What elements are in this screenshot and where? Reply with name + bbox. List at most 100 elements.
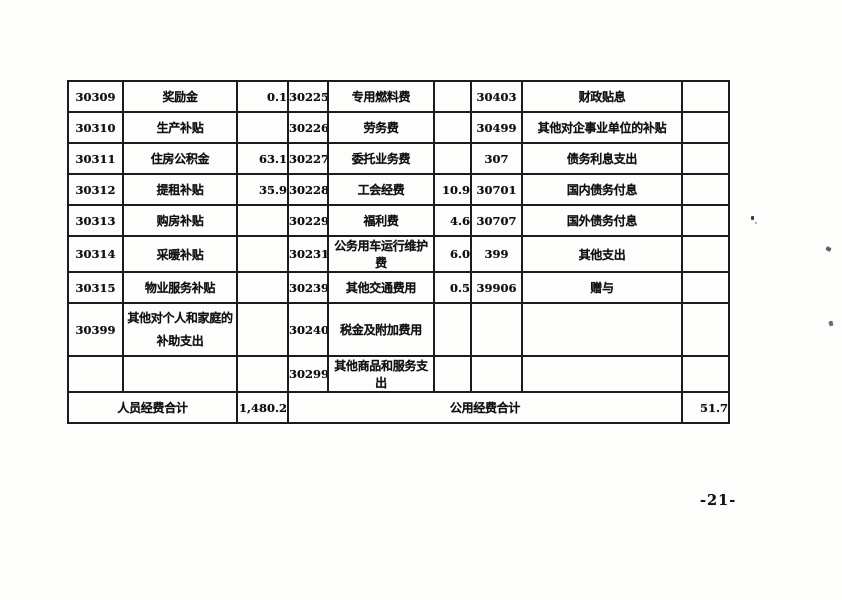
code-cell: 30315 — [67, 271, 124, 304]
value-cell: 0.1 — [236, 80, 289, 113]
code-cell: 30240 — [287, 302, 329, 357]
item-name-cell: 其他商品和服务支出 — [327, 355, 435, 393]
value-cell — [681, 355, 730, 393]
code-cell: 30701 — [470, 173, 523, 206]
value-cell: 63.1 — [236, 142, 289, 175]
item-name-cell: 其他支出 — [521, 235, 683, 273]
item-name-cell: 采暖补贴 — [122, 235, 238, 273]
code-cell — [67, 355, 124, 393]
scan-speck — [755, 222, 757, 224]
code-cell — [470, 302, 523, 357]
value-cell — [433, 302, 472, 357]
value-cell — [236, 355, 289, 393]
value-cell — [681, 111, 730, 144]
public-funds-total-label: 公用经费合计 — [287, 391, 683, 424]
code-cell: 30314 — [67, 235, 124, 273]
value-cell: 10.9 — [433, 173, 472, 206]
value-cell — [681, 204, 730, 237]
personnel-total-label: 人员经费合计 — [67, 391, 238, 424]
item-name-cell: 国内债务付息 — [521, 173, 683, 206]
item-name-cell: 福利费 — [327, 204, 435, 237]
item-name-cell: 专用燃料费 — [327, 80, 435, 113]
table-row: 30299 其他商品和服务支出 — [67, 355, 730, 393]
code-cell: 30225 — [287, 80, 329, 113]
item-name-cell: 公务用车运行维护费 — [327, 235, 435, 273]
value-cell — [681, 302, 730, 357]
item-name-cell: 税金及附加费用 — [327, 302, 435, 357]
item-name-cell: 生产补贴 — [122, 111, 238, 144]
code-cell: 30227 — [287, 142, 329, 175]
code-cell: 30226 — [287, 111, 329, 144]
code-cell: 30399 — [67, 302, 124, 357]
scan-speck — [825, 246, 832, 252]
code-cell: 30403 — [470, 80, 523, 113]
value-cell — [236, 271, 289, 304]
value-cell — [681, 235, 730, 273]
item-name-cell: 住房公积金 — [122, 142, 238, 175]
value-cell: 6.0 — [433, 235, 472, 273]
scan-speck — [751, 216, 754, 220]
budget-expenditure-table: 30309 奖励金 0.1 30225 专用燃料费 30403 财政贴息 303… — [67, 80, 730, 424]
item-name-cell: 提租补贴 — [122, 173, 238, 206]
item-name-cell: 工会经费 — [327, 173, 435, 206]
page-number: -21- — [700, 492, 737, 509]
code-cell: 30229 — [287, 204, 329, 237]
table-row: 30313 购房补贴 30229 福利费 4.6 30707 国外债务付息 — [67, 204, 730, 237]
item-name-cell: 奖励金 — [122, 80, 238, 113]
item-name-cell: 债务利息支出 — [521, 142, 683, 175]
scan-speck — [828, 320, 834, 327]
item-name-cell — [521, 302, 683, 357]
code-cell: 30310 — [67, 111, 124, 144]
item-name-cell: 购房补贴 — [122, 204, 238, 237]
table-row: 30310 生产补贴 30226 劳务费 30499 其他对企事业单位的补贴 — [67, 111, 730, 144]
value-cell — [433, 355, 472, 393]
table-row: 30314 采暖补贴 30231 公务用车运行维护费 6.0 399 其他支出 — [67, 235, 730, 273]
value-cell — [433, 80, 472, 113]
code-cell: 30499 — [470, 111, 523, 144]
item-name-cell: 委托业务费 — [327, 142, 435, 175]
value-cell — [681, 80, 730, 113]
public-funds-total-value: 51.7 — [681, 391, 730, 424]
table-row: 30311 住房公积金 63.1 30227 委托业务费 307 债务利息支出 — [67, 142, 730, 175]
item-name-cell: 物业服务补贴 — [122, 271, 238, 304]
code-cell: 307 — [470, 142, 523, 175]
personnel-total-value: 1,480.2 — [236, 391, 289, 424]
code-cell: 30312 — [67, 173, 124, 206]
value-cell — [236, 111, 289, 144]
table-row: 30309 奖励金 0.1 30225 专用燃料费 30403 财政贴息 — [67, 80, 730, 113]
value-cell — [433, 111, 472, 144]
value-cell — [433, 142, 472, 175]
code-cell: 30239 — [287, 271, 329, 304]
code-cell — [470, 355, 523, 393]
item-name-cell: 其他对个人和家庭的 补助支出 — [122, 302, 238, 357]
value-cell — [236, 235, 289, 273]
value-cell — [681, 271, 730, 304]
code-cell: 30309 — [67, 80, 124, 113]
item-name-cell: 其他对企事业单位的补贴 — [521, 111, 683, 144]
item-name-cell — [122, 355, 238, 393]
totals-row: 人员经费合计 1,480.2 公用经费合计 51.7 — [67, 391, 730, 424]
item-name-cell: 国外债务付息 — [521, 204, 683, 237]
item-name-cell: 赠与 — [521, 271, 683, 304]
value-cell — [236, 302, 289, 357]
value-cell: 4.6 — [433, 204, 472, 237]
code-cell: 30228 — [287, 173, 329, 206]
item-name-cell: 其他交通费用 — [327, 271, 435, 304]
value-cell — [681, 173, 730, 206]
code-cell: 30299 — [287, 355, 329, 393]
table-row: 30312 提租补贴 35.9 30228 工会经费 10.9 30701 国内… — [67, 173, 730, 206]
value-cell — [236, 204, 289, 237]
code-cell: 30231 — [287, 235, 329, 273]
value-cell: 35.9 — [236, 173, 289, 206]
code-cell: 30313 — [67, 204, 124, 237]
code-cell: 399 — [470, 235, 523, 273]
item-name-cell — [521, 355, 683, 393]
value-cell — [681, 142, 730, 175]
value-cell: 0.5 — [433, 271, 472, 304]
item-name-cell: 劳务费 — [327, 111, 435, 144]
table-row: 30399 其他对个人和家庭的 补助支出 30240 税金及附加费用 — [67, 302, 730, 357]
code-cell: 30311 — [67, 142, 124, 175]
code-cell: 30707 — [470, 204, 523, 237]
item-name-cell: 财政贴息 — [521, 80, 683, 113]
